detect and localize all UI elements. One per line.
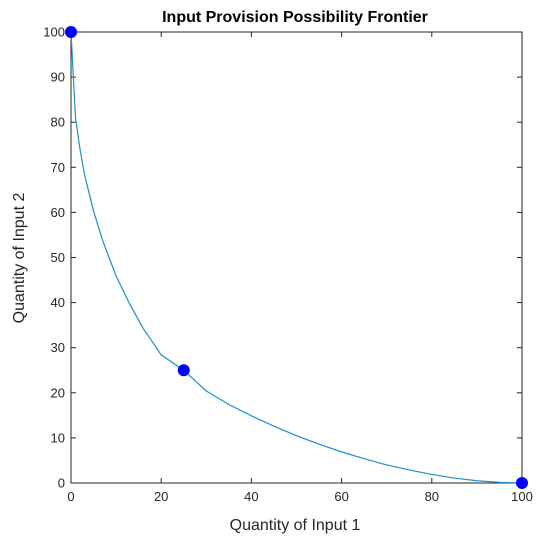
y-tick-label: 90 <box>51 70 65 85</box>
y-axis-label: Quantity of Input 2 <box>11 193 28 324</box>
x-tick-label: 100 <box>511 489 533 504</box>
x-tick-label: 40 <box>244 489 258 504</box>
axes-box <box>70 31 523 484</box>
x-tick-label: 0 <box>67 489 74 504</box>
x-tick-label: 20 <box>154 489 168 504</box>
data-point <box>177 364 190 377</box>
x-axis-label: Quantity of Input 1 <box>230 517 361 534</box>
y-tick-label: 100 <box>43 25 65 40</box>
chart-title: Input Provision Possibility Frontier <box>162 9 428 26</box>
x-tick-label: 80 <box>425 489 439 504</box>
data-point <box>516 477 528 489</box>
y-tick-label: 80 <box>51 115 65 130</box>
data-point <box>65 26 77 38</box>
y-tick-label: 60 <box>51 205 65 220</box>
plot-area: 0 20 40 60 80 100 0 10 20 30 40 50 60 70 80 90 100 <box>43 25 533 505</box>
y-tick-label: 20 <box>51 385 65 400</box>
y-tick-label: 30 <box>51 340 65 355</box>
y-tick-label: 40 <box>51 295 65 310</box>
y-tick-label: 50 <box>51 250 65 265</box>
x-tick-label: 60 <box>334 489 348 504</box>
frontier-curve <box>70 31 523 484</box>
y-tick-label: 10 <box>51 430 65 445</box>
y-tick-label: 0 <box>58 476 65 491</box>
y-tick-label: 70 <box>51 160 65 175</box>
